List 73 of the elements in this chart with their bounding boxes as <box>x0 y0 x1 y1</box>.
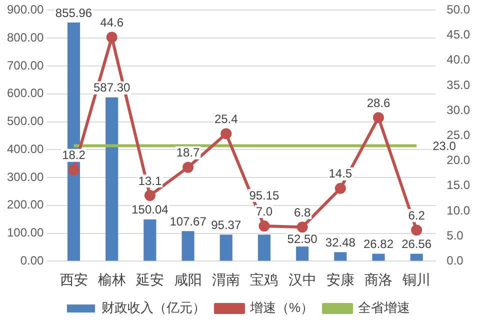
y-tick-label: 200.00 <box>7 198 44 212</box>
data-label: 18.2 <box>62 148 86 162</box>
bar <box>258 234 271 261</box>
y-tick-label: 800.00 <box>7 30 44 44</box>
bar <box>182 231 194 261</box>
y-tick-label: 0.00 <box>20 254 44 268</box>
y-tick-label: 600.00 <box>7 86 44 100</box>
data-label: 7.0 <box>256 204 273 218</box>
data-label: 44.6 <box>100 16 124 30</box>
data-label: 32.48 <box>325 235 356 250</box>
x-tick-label: 西安 <box>60 271 88 288</box>
x-tick-label: 宝鸡 <box>250 271 278 288</box>
legend-label: 财政收入（亿元） <box>101 300 206 316</box>
x-tick-label: 铜川 <box>402 271 431 288</box>
y2-tick-label: 50.0 <box>446 2 470 17</box>
data-label: 95.37 <box>211 218 242 232</box>
y-tick-label: 100.00 <box>7 226 44 240</box>
data-label: 52.50 <box>287 232 318 246</box>
bar <box>296 246 309 261</box>
data-label: 26.56 <box>402 237 432 252</box>
y2-tick-label: 35.0 <box>446 78 470 92</box>
bar <box>372 254 385 261</box>
y-tick-label: 400.00 <box>7 142 44 156</box>
y2-tick-label: 20.0 <box>446 153 470 168</box>
bar <box>220 234 232 261</box>
data-label: 26.82 <box>363 237 394 252</box>
data-label: 107.67 <box>170 214 207 228</box>
x-tick-label: 榆林 <box>98 271 126 288</box>
point <box>68 164 80 176</box>
y2-tick-label: 45.0 <box>446 28 470 42</box>
point <box>106 32 118 43</box>
data-label: 13.1 <box>138 174 162 188</box>
x-tick-label: 安康 <box>326 271 354 288</box>
data-label: 14.5 <box>328 166 352 181</box>
y2-tick-label: 30.0 <box>446 102 470 117</box>
y-tick-label: 700.00 <box>7 58 44 72</box>
y-tick-label: 900.00 <box>7 2 44 17</box>
point <box>182 162 194 173</box>
point <box>296 222 308 233</box>
x-tick-label: 汉中 <box>288 271 316 288</box>
legend-label: 全省增速 <box>358 300 410 316</box>
data-label: 150.04 <box>132 202 169 217</box>
data-label: 855.96 <box>55 6 92 20</box>
data-label: 28.6 <box>366 96 391 110</box>
y2-tick-label: 5.0 <box>446 228 464 242</box>
point <box>220 128 232 140</box>
data-label: 18.7 <box>176 146 200 160</box>
bar <box>144 219 156 261</box>
point <box>411 224 422 236</box>
y2-tick-label: 10.0 <box>446 203 470 218</box>
x-tick-label: 延安 <box>134 271 164 288</box>
point <box>258 220 270 232</box>
y-tick-label: 300.00 <box>7 170 44 184</box>
point <box>373 112 384 124</box>
data-label: 25.4 <box>214 112 238 126</box>
bar <box>334 252 347 261</box>
y2-tick-label: 40.0 <box>446 52 470 67</box>
data-label: 95.15 <box>249 188 280 202</box>
point <box>144 190 156 201</box>
x-tick-label: 商洛 <box>364 271 393 288</box>
bar <box>106 97 118 261</box>
legend-label: 增速（%） <box>248 300 314 316</box>
x-tick-label: 渭南 <box>212 271 240 288</box>
data-label: 6.8 <box>294 205 311 220</box>
data-label: 6.2 <box>408 208 426 222</box>
data-label: 23.0 <box>432 139 456 154</box>
point <box>334 182 346 194</box>
x-tick-label: 咸阳 <box>174 271 202 288</box>
bar <box>410 254 423 261</box>
y-tick-label: 500.00 <box>7 114 44 128</box>
y2-tick-label: 15.0 <box>446 178 470 192</box>
y2-tick-label: 0.0 <box>446 254 464 268</box>
data-label: 587.30 <box>93 80 131 95</box>
